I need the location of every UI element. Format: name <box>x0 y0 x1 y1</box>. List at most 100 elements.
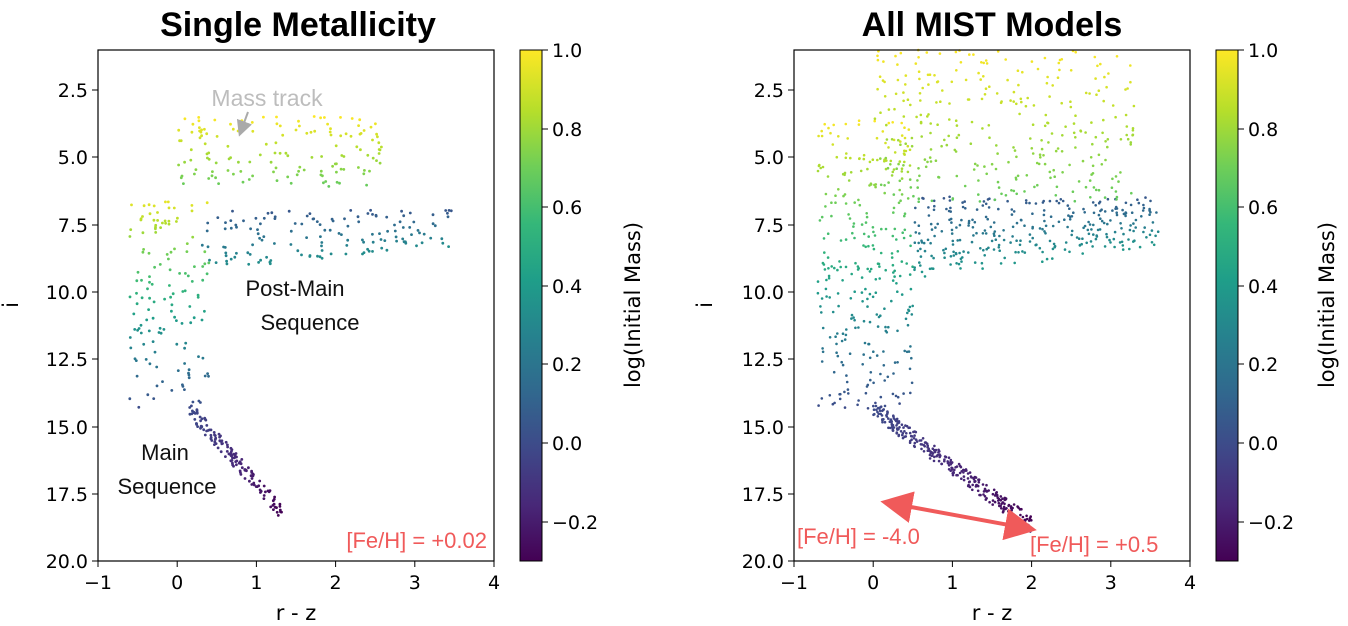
data-point <box>1091 164 1095 168</box>
data-point <box>860 223 864 226</box>
data-point <box>326 122 329 126</box>
data-point <box>1015 516 1019 519</box>
data-point <box>985 483 988 487</box>
data-point <box>1113 230 1117 234</box>
data-point <box>929 148 933 151</box>
data-point <box>447 209 451 212</box>
data-point <box>824 287 828 291</box>
data-point <box>203 250 207 254</box>
data-point <box>962 475 966 478</box>
data-point <box>1097 89 1101 92</box>
data-point <box>151 316 155 320</box>
data-point <box>960 218 963 222</box>
data-point <box>312 115 316 118</box>
data-point <box>180 174 184 178</box>
data-point <box>320 155 323 158</box>
data-point <box>167 219 171 223</box>
data-point <box>141 250 145 254</box>
left-ytick-label: 12.5 <box>46 349 88 371</box>
data-point <box>888 420 892 424</box>
data-point <box>250 121 254 124</box>
data-point <box>1010 213 1014 216</box>
data-point <box>169 295 173 299</box>
data-point <box>831 143 835 146</box>
data-point <box>868 320 872 324</box>
data-point <box>318 255 322 259</box>
data-point <box>259 491 262 494</box>
data-point <box>999 262 1003 265</box>
data-point <box>983 165 986 168</box>
data-point <box>913 266 916 269</box>
data-point <box>1131 133 1135 137</box>
left-ytick-label: 20.0 <box>46 551 88 573</box>
data-point <box>953 468 956 472</box>
data-point <box>857 198 860 202</box>
data-point <box>843 390 846 394</box>
data-point <box>140 278 143 282</box>
data-point <box>378 161 382 165</box>
data-point <box>874 278 878 281</box>
data-point <box>1121 208 1124 212</box>
data-point <box>917 224 921 227</box>
data-point <box>1097 153 1101 157</box>
data-point <box>943 256 946 260</box>
data-point <box>1018 112 1021 116</box>
data-point <box>161 221 164 225</box>
data-point <box>220 442 224 446</box>
data-point <box>995 144 998 147</box>
data-point <box>1072 122 1076 125</box>
data-point <box>1105 232 1108 236</box>
data-point <box>431 213 435 217</box>
data-point <box>897 138 900 142</box>
data-point <box>1127 238 1130 241</box>
data-point <box>318 223 322 227</box>
data-point <box>213 434 217 437</box>
data-point <box>206 372 210 375</box>
data-point <box>964 78 968 82</box>
data-point <box>258 488 262 492</box>
data-point <box>169 250 173 254</box>
data-point <box>137 327 141 330</box>
data-point <box>929 131 932 135</box>
data-point <box>1055 185 1059 189</box>
data-point <box>223 227 227 231</box>
data-point <box>380 145 383 149</box>
data-point <box>1024 104 1028 108</box>
data-point <box>891 263 895 267</box>
data-point <box>377 152 381 155</box>
data-point <box>199 130 203 134</box>
right-xtick-label: 2 <box>1026 572 1038 594</box>
right-ytick-label: 12.5 <box>742 349 784 371</box>
data-point <box>1051 257 1054 260</box>
data-point <box>952 254 956 257</box>
data-point <box>858 157 861 160</box>
data-point <box>962 250 965 253</box>
data-point <box>948 118 951 121</box>
data-point <box>926 160 929 164</box>
data-point <box>1051 224 1055 228</box>
data-point <box>900 170 904 173</box>
data-point <box>905 432 908 435</box>
data-point <box>950 461 954 464</box>
data-point <box>910 381 914 385</box>
data-point <box>891 429 895 432</box>
data-point <box>1011 225 1015 229</box>
data-point <box>203 127 206 131</box>
data-point <box>917 56 920 59</box>
data-point <box>203 262 207 266</box>
data-point <box>905 424 909 428</box>
data-point <box>933 444 936 448</box>
data-point <box>229 257 233 261</box>
data-point <box>821 347 824 350</box>
data-point <box>893 227 897 231</box>
data-point <box>249 227 253 231</box>
data-point <box>943 459 946 463</box>
data-point <box>819 305 822 308</box>
data-point <box>178 272 182 275</box>
data-point <box>1091 245 1094 248</box>
data-point <box>1011 235 1014 238</box>
data-point <box>872 247 876 251</box>
data-point <box>830 265 833 268</box>
data-point <box>895 167 898 170</box>
data-point <box>846 137 849 140</box>
